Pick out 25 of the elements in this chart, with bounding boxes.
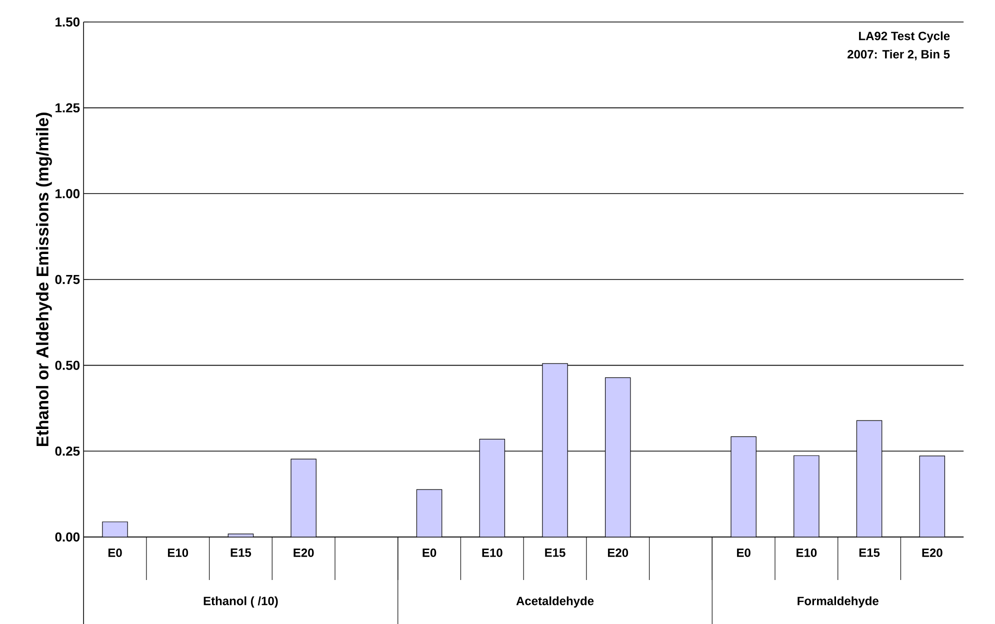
annotation: LA92 Test Cycle <box>859 31 950 42</box>
x-tick-label: E20 <box>608 548 628 557</box>
y-tick-label: 0.75 <box>55 274 80 284</box>
annotation: 2007: Tier 2, Bin 5 <box>848 50 950 60</box>
x-tick-label: E20 <box>294 548 314 557</box>
y-tick-label: 0.50 <box>55 360 80 370</box>
x-tick-label: E20 <box>922 548 942 557</box>
y-tick-label: 0.25 <box>55 446 80 456</box>
x-tick-label: E15 <box>230 548 252 557</box>
x-tick-label: E15 <box>545 548 566 557</box>
y-tick-label: 0.00 <box>55 532 80 542</box>
x-tick-label: E0 <box>737 548 750 557</box>
x-tick-label: E10 <box>796 548 817 557</box>
y-tick-label: 1.00 <box>56 188 80 198</box>
x-tick-label: E15 <box>859 548 880 557</box>
x-tick-label: E10 <box>482 548 502 557</box>
y-axis-title: Ethanol or Aldehyde Emissions (mg/mile) <box>36 112 52 446</box>
y-tick-label: 1.50 <box>56 17 80 26</box>
x-tick-label: E0 <box>108 548 122 557</box>
y-tick-label: 1.25 <box>56 103 80 112</box>
text: Acetaldehyde <box>516 596 594 608</box>
text: Ethanol ( /10) <box>204 596 278 608</box>
x-tick-label: E0 <box>422 548 436 557</box>
x-tick-label: E10 <box>168 548 188 557</box>
text: Formaldehyde <box>798 596 878 608</box>
